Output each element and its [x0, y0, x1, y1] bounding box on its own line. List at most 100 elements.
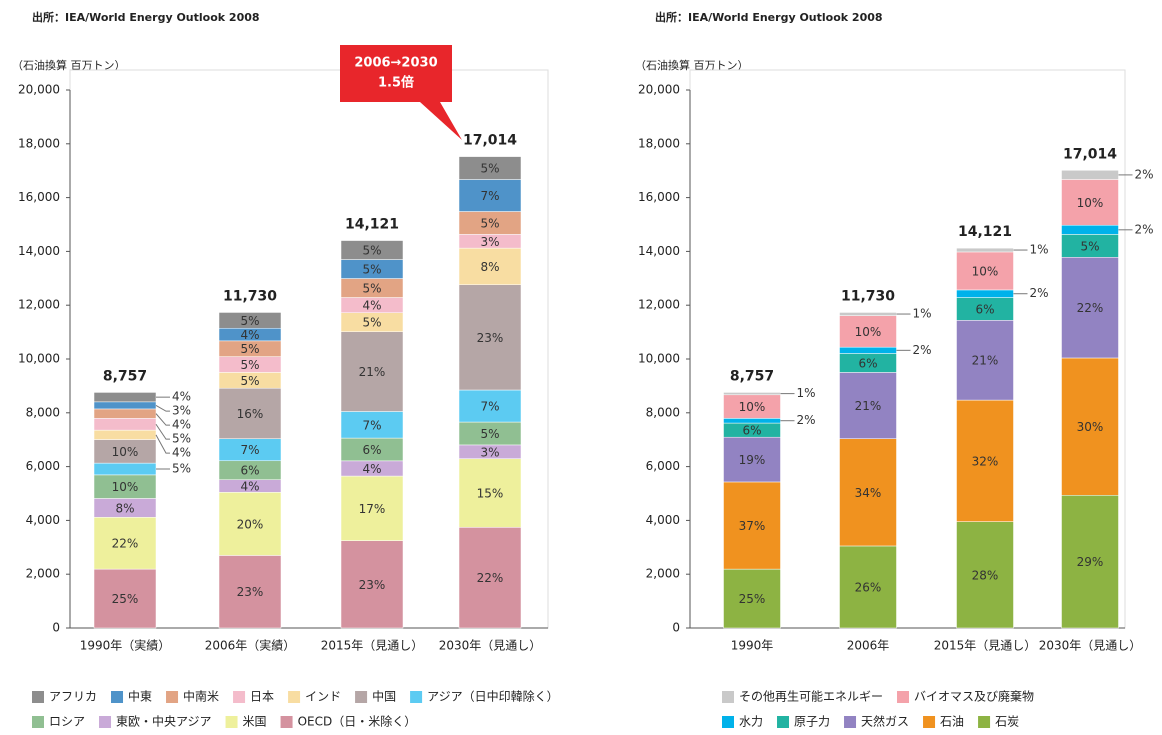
segment-label: 4%: [240, 328, 259, 342]
legend-swatch: [777, 716, 790, 728]
callout-text: 2006→2030: [354, 56, 437, 71]
legend-label: バイオマス及び廃棄物: [914, 689, 1034, 704]
segment-label: 3%: [480, 445, 499, 459]
bar-segment: [218, 492, 282, 556]
legend-label: アフリカ: [49, 690, 97, 704]
segment-label: 19%: [739, 453, 766, 467]
segment-label: 2%: [1030, 286, 1049, 300]
segment-label: 8%: [480, 260, 499, 274]
segment-label: 8%: [115, 501, 134, 515]
bar-segment: [458, 527, 522, 629]
bar-segment: [839, 315, 897, 348]
segment-label: 1%: [913, 307, 932, 321]
segment-label: 3%: [172, 404, 191, 418]
segment-label: 10%: [739, 400, 766, 414]
segment-label: 5%: [1080, 239, 1099, 253]
legend-label: 日本: [250, 690, 274, 704]
bar-segment: [93, 462, 157, 476]
bar-segment: [1061, 170, 1119, 180]
bar-segment: [956, 320, 1014, 401]
bar-segment: [1061, 224, 1119, 235]
bar-segment: [723, 392, 781, 396]
segment-label: 5%: [362, 282, 381, 296]
total-label: 14,121: [958, 224, 1012, 240]
bar-segment: [218, 312, 282, 329]
segment-label: 7%: [240, 443, 259, 457]
legend-label: インド: [305, 690, 341, 704]
legend-swatch: [355, 691, 368, 703]
segment-label: 5%: [240, 314, 259, 328]
legend-swatch: [410, 691, 423, 703]
segment-label: 2%: [913, 343, 932, 357]
segment-label: 3%: [480, 235, 499, 249]
segment-label: 4%: [362, 299, 381, 313]
legend-label: 石油: [940, 715, 964, 729]
segment-label: 1%: [797, 386, 816, 400]
bar-segment: [340, 540, 404, 629]
legend-swatch: [897, 691, 910, 703]
segment-label: 17%: [359, 502, 386, 516]
segment-label: 26%: [855, 580, 882, 594]
legend-swatch: [32, 716, 44, 728]
segment-label: 2%: [1135, 167, 1154, 181]
segment-label: 4%: [362, 462, 381, 476]
y-tick-label: 20,000: [638, 83, 680, 97]
legend-swatch: [844, 716, 857, 728]
y-tick-label: 8,000: [646, 405, 680, 419]
legend-swatch: [233, 691, 246, 703]
bar-segment: [458, 247, 522, 285]
bar-segment: [723, 481, 781, 570]
total-label: 14,121: [345, 217, 399, 233]
y-tick-label: 14,000: [638, 244, 680, 258]
segment-label: 7%: [362, 418, 381, 432]
total-label: 8,757: [103, 368, 147, 384]
legend-swatch: [111, 691, 124, 703]
segment-label: 23%: [477, 331, 504, 345]
total-label: 17,014: [463, 133, 517, 149]
segment-label: 20%: [237, 517, 264, 531]
legend-swatch: [923, 716, 936, 728]
y-tick-label: 12,000: [638, 298, 680, 312]
bar-segment: [93, 568, 157, 629]
segment-label: 21%: [359, 365, 386, 379]
segment-label: 5%: [240, 342, 259, 356]
segment-label: 23%: [359, 578, 386, 592]
total-label: 17,014: [1063, 146, 1117, 162]
y-tick-label: 6,000: [646, 459, 680, 473]
segment-label: 4%: [172, 446, 191, 460]
segment-label: 10%: [112, 445, 139, 459]
segment-label: 6%: [742, 424, 761, 438]
segment-label: 10%: [112, 480, 139, 494]
legend-label: 中国: [372, 689, 396, 704]
segment-label: 32%: [972, 454, 999, 468]
y-tick-label: 4,000: [646, 513, 680, 527]
bar-segment: [93, 418, 157, 431]
y-tick-label: 6,000: [26, 459, 60, 473]
segment-label: 6%: [362, 443, 381, 457]
leader-line: [155, 434, 170, 454]
x-tick-label: 1990年: [731, 639, 774, 653]
bar-segment: [458, 156, 522, 180]
total-label: 11,730: [223, 288, 277, 304]
x-tick-label: 2030年（見通し）: [1039, 639, 1142, 653]
leader-line: [155, 404, 170, 412]
legend-label: 石炭: [995, 715, 1019, 729]
source: 出所：IEA/World Energy Outlook 2008: [655, 10, 883, 24]
bar-segment: [839, 312, 897, 316]
callout-text: 1.5倍: [378, 75, 414, 91]
legend-swatch: [166, 691, 179, 703]
segment-label: 6%: [240, 464, 259, 478]
legend-label: 東欧・中央アジア: [116, 714, 212, 729]
source: 出所：IEA/World Energy Outlook 2008: [32, 10, 260, 24]
segment-label: 6%: [975, 302, 994, 316]
segment-label: 5%: [172, 461, 191, 475]
segment-label: 22%: [112, 537, 139, 551]
leader-line: [155, 423, 170, 440]
y-tick-label: 16,000: [18, 190, 60, 204]
legend-swatch: [978, 716, 991, 728]
segment-label: 2%: [1135, 222, 1154, 236]
bar-segment: [1061, 257, 1119, 359]
x-tick-label: 2006年（実績）: [205, 638, 296, 653]
segment-label: 22%: [1077, 301, 1104, 315]
legend-label: 原子力: [794, 715, 830, 729]
